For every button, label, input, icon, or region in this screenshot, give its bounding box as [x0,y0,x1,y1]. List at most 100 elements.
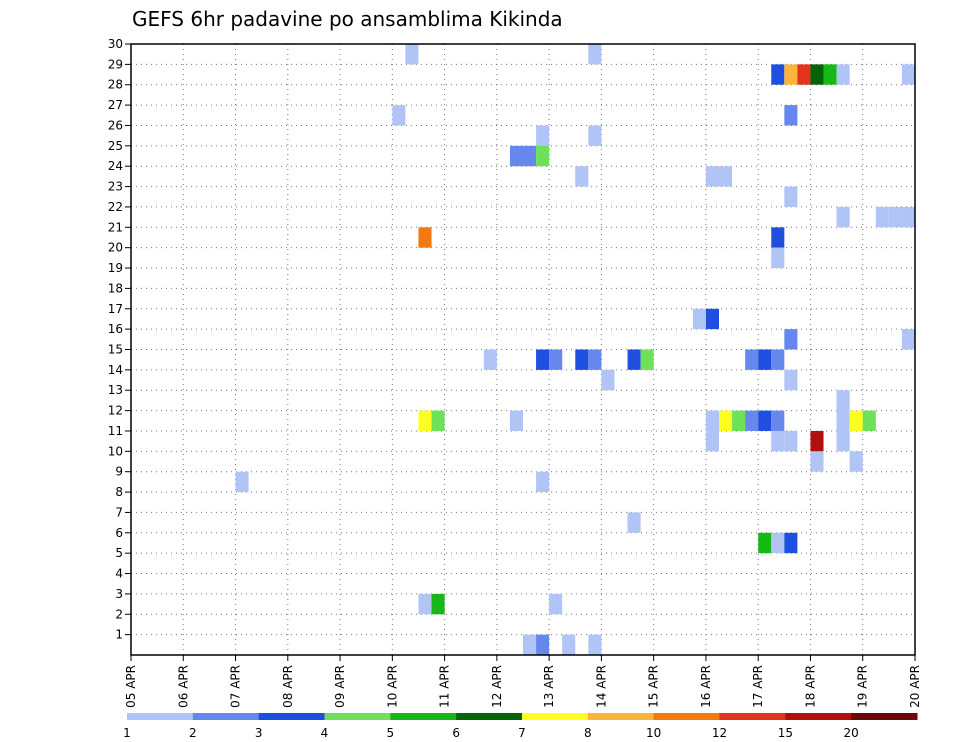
heatmap-cell [771,430,785,452]
y-tick-label: 30 [108,37,123,51]
heatmap-cell [901,206,915,228]
x-tick-label: 19 APR [856,665,870,708]
colorbar-label: 6 [452,726,460,740]
heatmap-cell [405,44,419,65]
y-tick-label: 9 [115,465,123,479]
colorbar-label: 15 [778,726,793,740]
heatmap-cell [771,349,785,370]
y-tick-label: 23 [108,180,123,194]
colorbar-label: 8 [584,726,592,740]
x-tick-label: 07 APR [229,665,243,708]
heatmap-cell [418,593,432,615]
y-tick-label: 28 [108,78,123,92]
y-tick-label: 19 [108,261,123,275]
x-tick-label: 06 APR [176,665,190,708]
heatmap-cell [588,349,602,370]
colorbar-swatch [785,713,852,720]
heatmap-cell [692,308,706,330]
y-tick-label: 17 [108,302,123,316]
heatmap-cell [536,471,550,493]
heatmap-cell [627,512,641,533]
heatmap-cell [771,247,785,269]
heatmap-cell [836,64,850,85]
heatmap-cell [562,634,576,655]
y-tick-label: 18 [108,281,123,295]
heatmap-cell [235,471,249,493]
colorbar-label: 12 [712,726,727,740]
colorbar-label: 20 [844,726,859,740]
heatmap-cell [705,166,719,187]
heatmap-cell [418,227,432,248]
heatmap-cell [836,206,850,228]
heatmap-cell [771,64,785,85]
heatmap-cell [705,308,719,330]
x-tick-label: 14 APR [594,665,608,708]
y-tick-label: 3 [115,587,123,601]
colorbar-swatch [127,713,194,720]
heatmap-cell [849,451,863,472]
y-tick-label: 10 [108,444,123,458]
colorbar-label: 10 [646,726,661,740]
heatmap-cell [797,64,811,85]
heatmap-cell [875,206,889,228]
y-tick-label: 8 [115,485,123,499]
heatmap-cell [392,105,406,126]
colorbar-swatch [192,713,260,720]
heatmap-cell [588,634,602,655]
heatmap-cell [536,634,550,655]
y-tick-label: 14 [108,363,123,377]
y-tick-label: 15 [108,343,123,357]
heatmap-cell [732,410,746,431]
y-tick-label: 27 [108,98,123,112]
heatmap-cell [823,64,837,85]
heatmap-cell [745,349,759,370]
heatmap-cell [836,390,850,411]
y-tick-label: 20 [108,241,123,255]
heatmap-cell [888,206,902,228]
heatmap-cell [536,349,550,370]
heatmap-cell [758,410,772,431]
y-tick-label: 12 [108,404,123,418]
heatmap-cell [901,329,915,350]
x-tick-label: 18 APR [803,665,817,708]
x-tick-label: 09 APR [333,665,347,708]
grid-lines [131,44,915,655]
y-tick-label: 7 [115,505,123,519]
colorbar-swatch [653,713,720,720]
colorbar-swatch [522,713,589,720]
heatmap-cell [431,410,445,431]
colorbar-label: 7 [518,726,526,740]
x-tick-label: 20 APR [908,665,922,708]
heatmap-cell [784,105,798,126]
heatmap-cell [836,410,850,431]
x-tick-label: 15 APR [647,665,661,708]
colorbar-swatch [258,713,325,720]
y-tick-label: 4 [115,567,123,581]
colorbar-label: 1 [123,726,131,740]
heatmap-cell [745,410,759,431]
heatmap-cell [705,430,719,452]
colorbar-swatch [587,713,655,720]
heatmap-cell [719,410,733,431]
colorbar-swatch [390,713,457,720]
colorbar-swatch [456,713,523,720]
heatmap-cell [588,125,602,146]
colorbar-label: 5 [387,726,395,740]
heatmap-cell [784,64,798,85]
heatmap-cell [758,532,772,554]
heatmap-cell [784,430,798,452]
y-tick-label: 5 [115,546,123,560]
heatmap-cell [418,410,432,431]
heatmap-cell [509,410,523,431]
heatmap-cell [758,349,772,370]
y-tick-label: 29 [108,57,123,71]
y-tick-label: 21 [108,220,123,234]
colorbar-label: 2 [189,726,197,740]
heatmap-cell [771,410,785,431]
x-tick-label: 05 APR [124,665,138,708]
y-tick-label: 11 [108,424,123,438]
heatmap-cell [849,410,863,431]
heatmap-cell [575,166,589,187]
x-tick-label: 11 APR [438,665,452,708]
